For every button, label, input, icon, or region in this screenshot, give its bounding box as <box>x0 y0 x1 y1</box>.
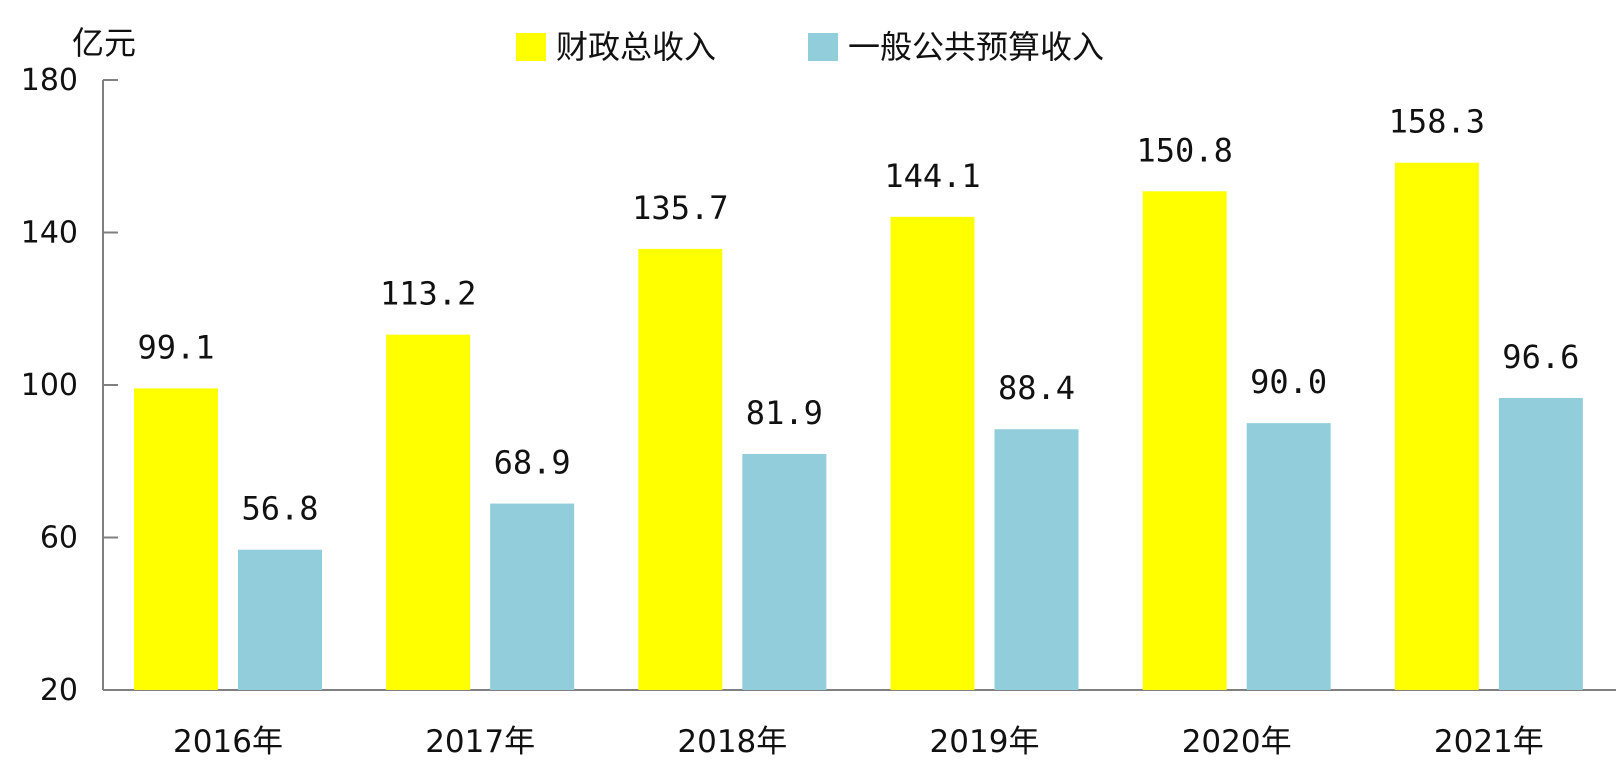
legend-swatch-total-revenue <box>516 33 546 61</box>
bar-budget-revenue <box>1246 423 1331 690</box>
data-label: 150.8 <box>1137 131 1233 169</box>
x-category-label: 2020年 <box>1182 724 1292 760</box>
y-tick-label: 60 <box>40 521 78 556</box>
bar-budget-revenue <box>1498 397 1583 690</box>
category-labels: 2016年 2017年 2018年 2019年 2020年 2021年 <box>173 724 1544 760</box>
y-tick-label: 180 <box>21 63 78 98</box>
data-label: 88.4 <box>998 369 1075 407</box>
bar-total-revenue <box>638 248 723 691</box>
bar-total-revenue <box>890 216 975 690</box>
y-unit-label: 亿元 <box>72 24 136 62</box>
bar-total-revenue <box>134 388 218 690</box>
bar-budget-revenue <box>490 503 575 690</box>
x-category-label: 2018年 <box>677 724 787 760</box>
data-label: 113.2 <box>380 275 476 313</box>
data-label: 81.9 <box>746 394 823 432</box>
y-tick-label: 20 <box>40 673 78 708</box>
data-label: 135.7 <box>632 189 728 227</box>
bar-budget-revenue <box>238 549 322 690</box>
data-label: 144.1 <box>884 157 980 195</box>
bar-total-revenue <box>1394 162 1479 690</box>
bars <box>134 162 1583 691</box>
data-label: 96.6 <box>1502 338 1579 376</box>
legend-swatch-budget-revenue <box>808 33 838 61</box>
legend-label-budget-revenue: 一般公共预算收入 <box>848 28 1104 66</box>
data-labels: 99.1 56.8 113.2 68.9 135.7 81.9 144.1 88.4 150.8… <box>137 103 1579 528</box>
y-tick-label: 140 <box>21 216 78 251</box>
legend: 财政总收入 一般公共预算收入 <box>516 28 1104 66</box>
data-label: 158.3 <box>1389 103 1485 141</box>
data-label: 90.0 <box>1250 363 1327 401</box>
data-label: 99.1 <box>137 328 214 366</box>
legend-label-total-revenue: 财政总收入 <box>556 28 716 66</box>
bar-total-revenue <box>1142 191 1227 690</box>
x-category-label: 2016年 <box>173 724 283 760</box>
bar-budget-revenue <box>742 454 827 690</box>
y-ticks: 20 60 100 140 180 <box>21 63 118 708</box>
x-category-label: 2017年 <box>425 724 535 760</box>
x-category-label: 2019年 <box>930 724 1040 760</box>
x-category-label: 2021年 <box>1434 724 1544 760</box>
y-tick-label: 100 <box>21 368 78 403</box>
bar-total-revenue <box>386 334 471 690</box>
data-label: 68.9 <box>494 444 571 482</box>
data-label: 56.8 <box>241 490 318 528</box>
bar-budget-revenue <box>994 429 1079 690</box>
